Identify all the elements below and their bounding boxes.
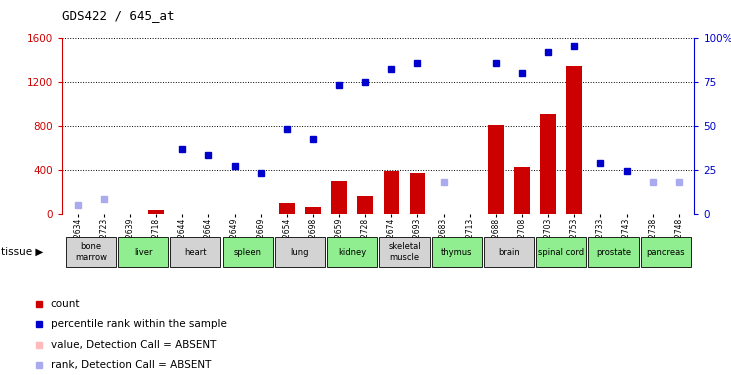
Bar: [305, 207, 321, 214]
Text: pancreas: pancreas: [646, 248, 685, 256]
Text: skeletal
muscle: skeletal muscle: [388, 243, 421, 262]
Text: value, Detection Call = ABSENT: value, Detection Call = ABSENT: [50, 340, 216, 350]
Text: rank, Detection Call = ABSENT: rank, Detection Call = ABSENT: [50, 360, 211, 370]
Bar: [357, 196, 373, 214]
Bar: [331, 181, 347, 214]
Bar: [222, 237, 273, 267]
Bar: [431, 237, 482, 267]
Text: GDS422 / 645_at: GDS422 / 645_at: [62, 9, 175, 22]
Bar: [536, 237, 586, 267]
Bar: [514, 168, 530, 214]
Bar: [279, 203, 295, 214]
Bar: [409, 173, 425, 214]
Text: spinal cord: spinal cord: [538, 248, 584, 256]
Bar: [640, 237, 691, 267]
Bar: [488, 124, 504, 214]
Bar: [540, 114, 556, 214]
Bar: [327, 237, 377, 267]
Bar: [484, 237, 534, 267]
Bar: [379, 237, 430, 267]
Bar: [275, 237, 325, 267]
Text: bone
marrow: bone marrow: [75, 243, 107, 262]
Bar: [567, 66, 582, 214]
Text: tissue ▶: tissue ▶: [1, 247, 44, 257]
Text: thymus: thymus: [441, 248, 472, 256]
Text: brain: brain: [498, 248, 520, 256]
Text: lung: lung: [291, 248, 309, 256]
Text: heart: heart: [184, 248, 207, 256]
Text: percentile rank within the sample: percentile rank within the sample: [50, 319, 227, 329]
Text: count: count: [50, 298, 80, 309]
Text: kidney: kidney: [338, 248, 366, 256]
Bar: [170, 237, 221, 267]
Text: prostate: prostate: [596, 248, 631, 256]
Bar: [588, 237, 639, 267]
Bar: [148, 210, 164, 214]
Bar: [384, 171, 399, 214]
Bar: [118, 237, 168, 267]
Bar: [66, 237, 116, 267]
Text: spleen: spleen: [234, 248, 262, 256]
Text: liver: liver: [134, 248, 152, 256]
